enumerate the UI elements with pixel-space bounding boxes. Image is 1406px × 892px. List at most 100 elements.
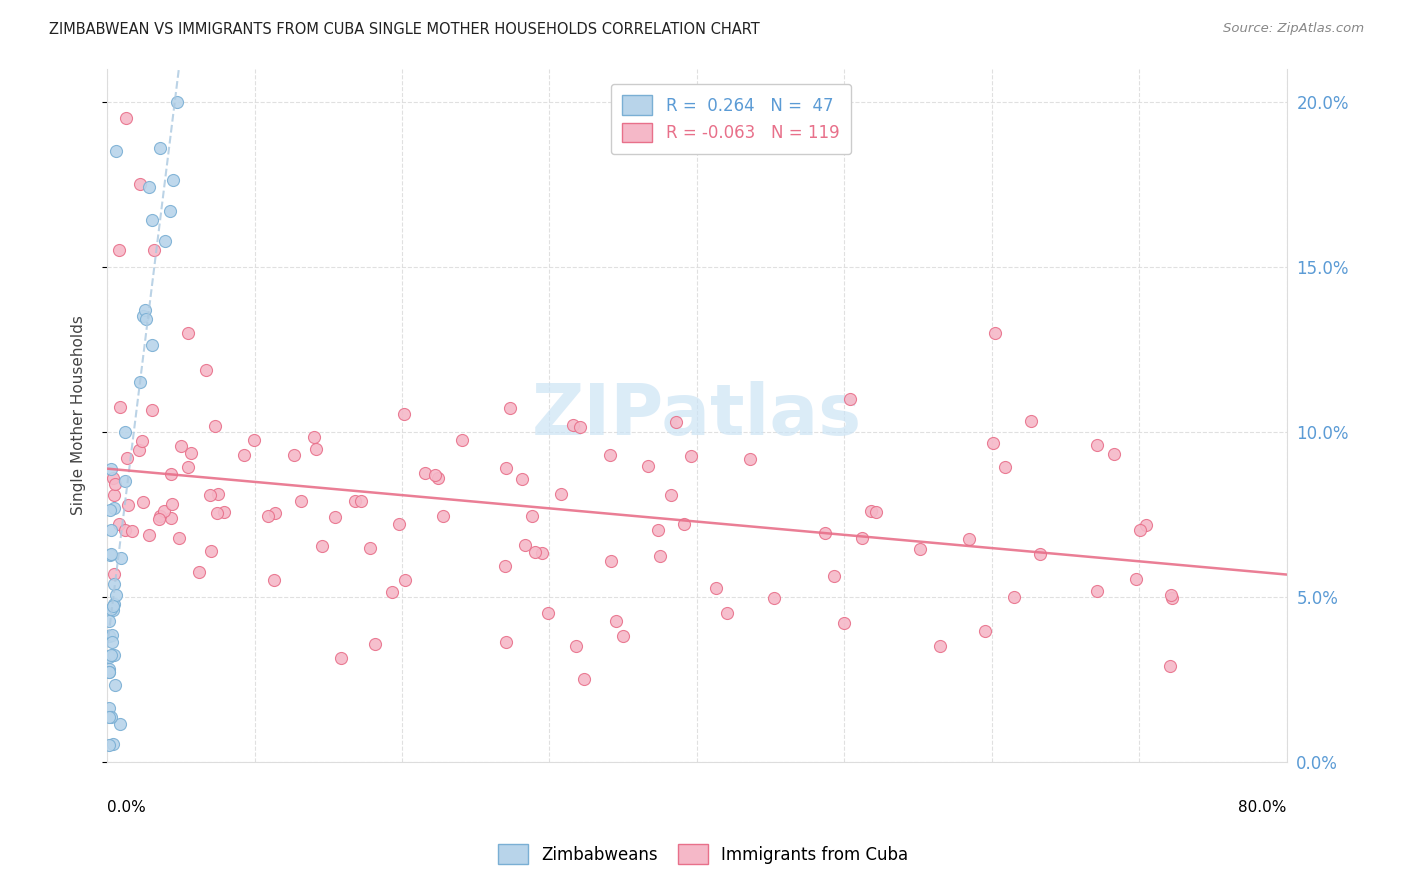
Point (97, 665, 120, 680)
Point (104, 678, 127, 692)
Point (162, 173, 184, 187)
Point (647, 523, 669, 537)
Point (973, 624, 995, 638)
Point (1125, 572, 1147, 586)
Point (661, 488, 683, 502)
Point (531, 546, 554, 560)
Point (494, 558, 516, 573)
Point (283, 448, 305, 462)
Point (97, 701, 120, 715)
Point (605, 615, 627, 629)
Point (100, 648, 122, 662)
Point (98, 503, 121, 517)
Point (432, 509, 454, 524)
Point (704, 581, 727, 595)
Point (108, 243, 131, 257)
Point (100, 634, 122, 648)
Point (1029, 547, 1052, 561)
Point (650, 549, 672, 563)
Point (550, 487, 572, 501)
Point (957, 532, 980, 546)
Text: 0.0%: 0.0% (107, 800, 146, 815)
Point (232, 448, 254, 462)
Point (103, 577, 125, 591)
Point (166, 95, 188, 109)
Point (716, 606, 738, 620)
Point (97, 630, 120, 644)
Point (138, 180, 160, 194)
Point (1085, 584, 1108, 599)
Point (100, 462, 122, 476)
Point (108, 717, 131, 731)
Point (188, 565, 211, 579)
Point (135, 312, 157, 326)
Point (101, 628, 124, 642)
Point (665, 415, 688, 429)
Point (1102, 447, 1125, 461)
Point (103, 648, 125, 662)
Point (107, 516, 129, 531)
Point (129, 376, 152, 390)
Point (859, 504, 882, 518)
Point (128, 177, 150, 191)
Point (103, 501, 125, 516)
Point (426, 471, 449, 485)
Point (103, 597, 125, 611)
Point (97, 739, 120, 753)
Point (510, 472, 533, 486)
Point (865, 505, 887, 519)
Point (149, 508, 172, 523)
Point (763, 591, 786, 605)
Point (814, 526, 837, 541)
Point (450, 433, 472, 447)
Point (572, 672, 595, 686)
Text: ZIMBABWEAN VS IMMIGRANTS FROM CUBA SINGLE MOTHER HOUSEHOLDS CORRELATION CHART: ZIMBABWEAN VS IMMIGRANTS FROM CUBA SINGL… (49, 22, 761, 37)
Point (499, 401, 522, 415)
Point (97, 628, 120, 642)
Point (104, 144, 127, 158)
Point (121, 524, 143, 538)
Point (159, 467, 181, 481)
Point (141, 403, 163, 417)
Point (565, 639, 588, 653)
Point (537, 606, 560, 620)
Point (839, 392, 862, 407)
Point (155, 234, 177, 248)
Point (423, 468, 446, 483)
Point (1161, 591, 1184, 606)
Point (97, 614, 120, 628)
Point (160, 497, 183, 511)
Point (388, 517, 411, 532)
Text: Source: ZipAtlas.com: Source: ZipAtlas.com (1223, 22, 1364, 36)
Point (1135, 518, 1157, 533)
Point (204, 419, 226, 434)
Point (515, 538, 537, 552)
Point (160, 510, 183, 524)
Point (104, 477, 127, 491)
Point (97, 648, 120, 663)
Point (1129, 523, 1152, 537)
Point (170, 439, 193, 453)
Point (128, 442, 150, 457)
Point (520, 509, 543, 524)
Legend: R =  0.264   N =  47, R = -0.063   N = 119: R = 0.264 N = 47, R = -0.063 N = 119 (610, 84, 851, 154)
Point (101, 603, 124, 617)
Point (363, 637, 385, 651)
Point (152, 504, 174, 518)
Point (1160, 588, 1182, 602)
Point (101, 599, 124, 613)
Point (180, 445, 202, 459)
Point (495, 460, 517, 475)
Point (115, 450, 138, 465)
Point (100, 524, 122, 538)
Point (1002, 591, 1025, 605)
Point (415, 466, 437, 480)
Point (981, 435, 1004, 450)
Text: ZIPatlas: ZIPatlas (531, 381, 862, 450)
Point (159, 203, 181, 218)
Point (330, 651, 353, 665)
Point (984, 326, 1007, 340)
Point (143, 243, 166, 257)
Point (928, 640, 950, 654)
Point (114, 474, 136, 488)
